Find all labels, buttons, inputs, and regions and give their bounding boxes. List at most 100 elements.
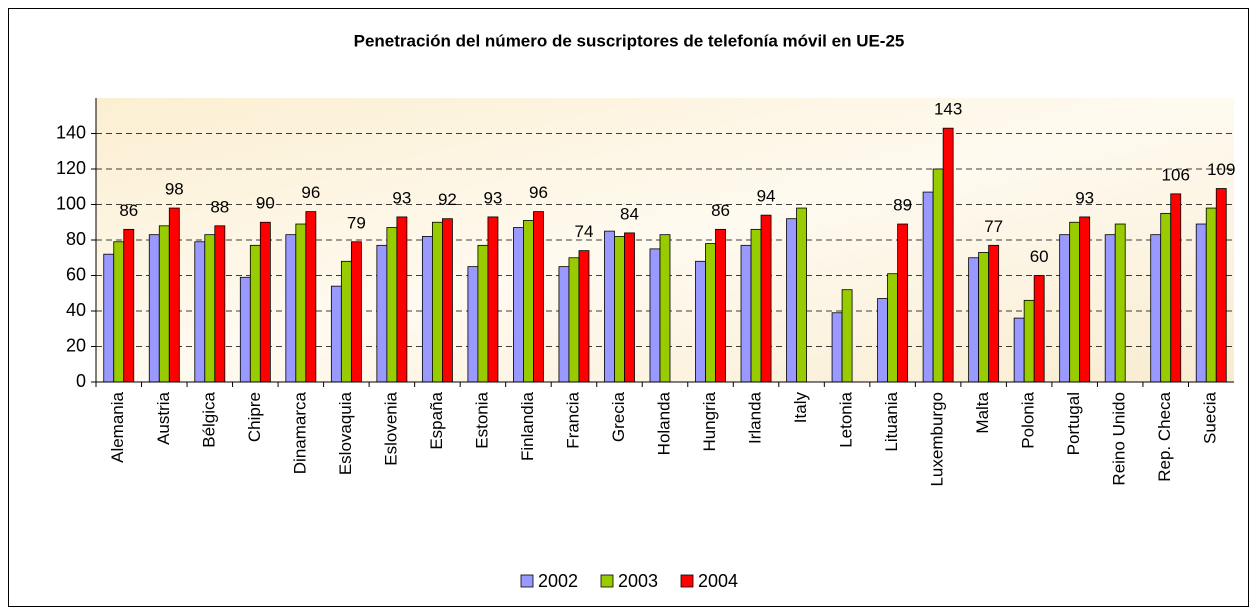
y-tick-label: 80 [66,229,86,249]
x-tick-label: Letonia [837,391,856,447]
bar [831,312,843,383]
legend-swatch [520,574,534,588]
legend-label: 2004 [698,571,738,591]
bar [467,266,479,383]
bar [1069,221,1081,383]
bar [259,221,271,383]
x-tick-label: Chipre [245,392,264,442]
bar [239,276,251,383]
bar [330,285,342,383]
x-tick-label: Reino Unido [1110,392,1129,486]
y-tick-label: 140 [56,122,86,142]
y-tick-label: 20 [66,335,86,355]
bar [1170,193,1182,383]
bar [1160,212,1172,383]
x-tick-label: Rep. Checa [1155,391,1174,481]
value-label: 86 [711,201,730,220]
y-tick-label: 60 [66,264,86,284]
bar [568,257,580,383]
value-label: 84 [620,204,639,223]
bar [1033,275,1045,383]
bar [533,211,544,383]
x-tick-label: Eslovaquia [336,391,355,475]
value-label: 98 [165,180,184,199]
x-tick-label: Luxemburgo [928,392,947,487]
bar [750,228,762,383]
bar [442,218,453,383]
bar [103,253,115,383]
legend-label: 2002 [538,571,578,591]
legend-label: 2003 [618,571,658,591]
bar [148,234,160,383]
x-tick-label: Suecia [1201,391,1220,444]
bar [158,225,170,383]
value-label: 60 [1030,247,1049,266]
x-tick-label: Dinamarca [290,391,309,474]
value-label: 106 [1162,165,1190,184]
value-label: 89 [893,196,912,215]
bar [305,211,317,383]
x-tick-label: Francia [563,391,582,448]
bar [1013,317,1025,383]
bar [1195,223,1207,383]
bar [214,225,226,383]
y-tick-label: 40 [66,300,86,320]
bar [513,227,524,383]
bar [978,252,990,383]
bar [897,223,909,383]
x-tick-label: Italy [791,392,810,424]
x-tick-label: Portugal [1064,392,1083,455]
x-tick-label: Hungria [700,391,719,451]
bar [922,191,934,383]
x-tick-label: Bélgica [199,391,218,447]
bar [786,218,797,383]
bar [421,236,433,383]
bar [942,127,954,383]
x-tick-label: Grecia [609,391,628,442]
value-label: 143 [934,100,962,119]
bar [760,214,772,383]
bar [431,221,443,383]
bar [204,234,216,383]
y-tick-label: 100 [56,193,86,213]
bar [877,298,888,383]
value-label: 74 [575,222,594,241]
x-tick-label: Alemania [108,391,127,462]
bar [887,273,899,383]
bar [1079,216,1091,383]
bar [386,227,398,383]
x-tick-label: Holanda [654,391,673,455]
bar [168,207,180,383]
bar [1205,207,1217,383]
bar [715,228,726,383]
bar [295,223,307,383]
legend-swatch [680,574,694,588]
bar [558,266,570,383]
bar [614,236,625,383]
bar [578,250,590,383]
y-tick-label: 120 [56,158,86,178]
bar [649,248,661,383]
x-tick-label: Malta [973,391,992,433]
value-label: 79 [347,213,366,232]
chart-title: Penetración del número de suscriptores d… [354,31,905,50]
bar [123,228,135,383]
bar [113,241,125,383]
value-label: 109 [1207,160,1235,179]
bar [841,289,853,383]
bar [1150,234,1162,383]
value-label: 96 [529,183,548,202]
x-tick-label: Finlandia [518,391,537,461]
value-label: 77 [984,217,1003,236]
x-tick-label: Polonia [1019,391,1038,448]
x-tick-label: Austria [154,391,173,444]
bar [477,244,489,383]
bar [796,207,807,383]
bar [285,234,297,383]
value-label: 94 [757,187,776,206]
bar [376,244,388,383]
bar [1215,188,1227,383]
bar [1059,234,1071,383]
bar [350,241,362,383]
